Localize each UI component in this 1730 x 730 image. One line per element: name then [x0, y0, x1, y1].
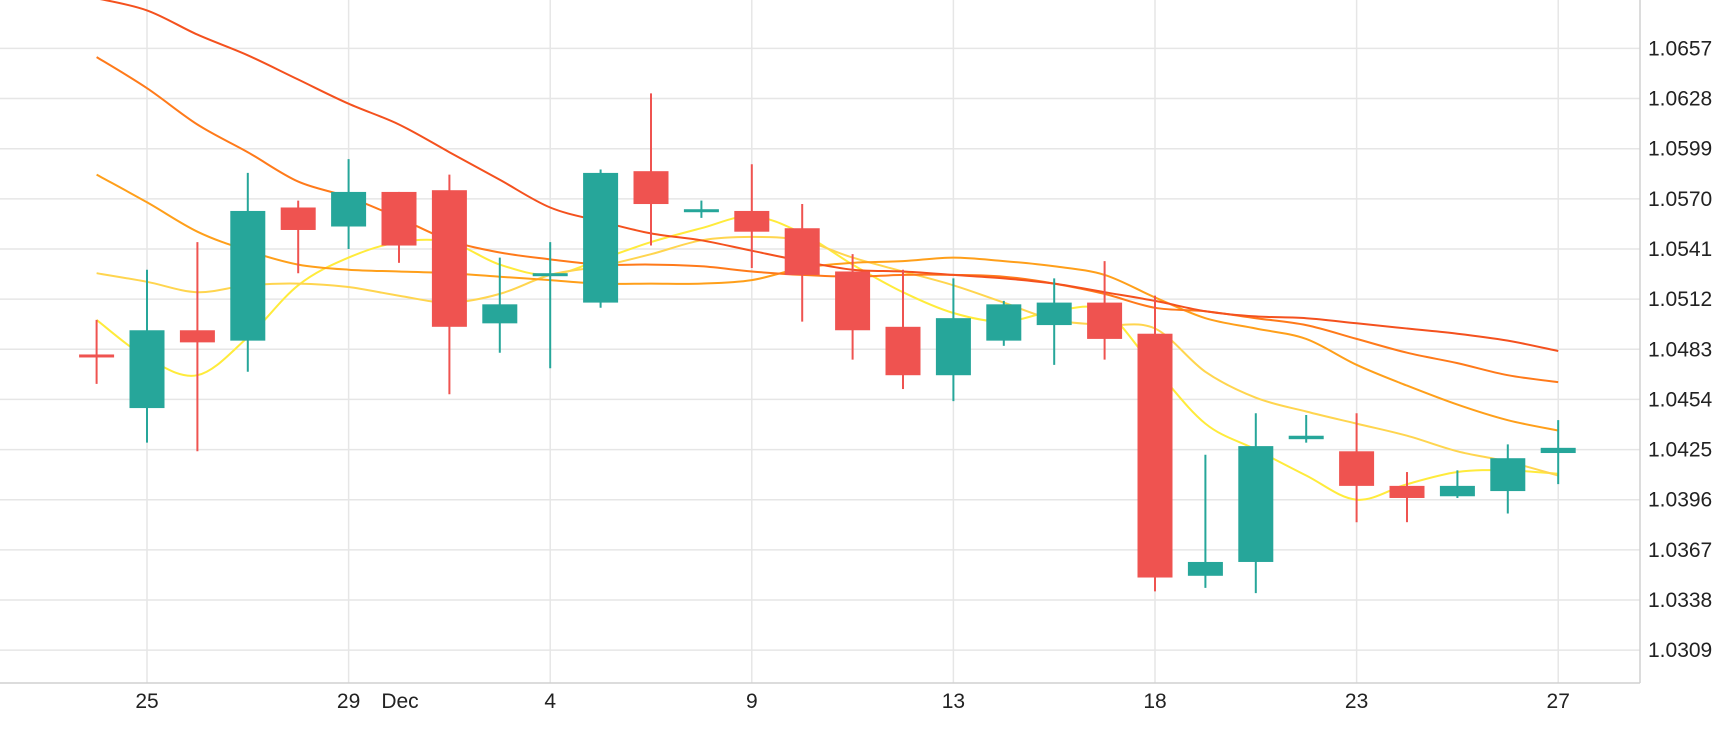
candle-down: [179, 242, 215, 452]
ma-line-2: [96, 235, 1559, 477]
candle-down: [633, 93, 669, 246]
candle-up: [986, 300, 1022, 346]
candle-up: [1288, 414, 1324, 443]
candle-body: [331, 191, 367, 227]
ma-line-1: [95, 215, 1559, 501]
candle-down: [835, 254, 871, 360]
candle-down: [79, 319, 115, 384]
y-tick-label: 1.0483: [1648, 338, 1712, 361]
candle-body: [683, 209, 719, 213]
candle-body: [1087, 302, 1123, 339]
candle-down: [1389, 472, 1425, 523]
candle-body: [784, 228, 820, 275]
x-tick-label: 18: [1143, 690, 1166, 713]
y-tick-label: 1.0599: [1648, 138, 1712, 161]
candle-up: [1238, 413, 1274, 594]
x-tick-label: Dec: [381, 690, 418, 713]
candle-body: [885, 326, 921, 376]
x-tick-label: 13: [942, 690, 965, 713]
candle-body: [1238, 446, 1274, 562]
candle-body: [230, 210, 266, 341]
candle-up: [230, 172, 266, 372]
candle-down: [1339, 413, 1375, 523]
candle-down: [1137, 295, 1173, 592]
candle-body: [734, 210, 770, 232]
y-tick-label: 1.0541: [1648, 238, 1712, 261]
y-tick-label: 1.0309: [1648, 639, 1712, 662]
candle-body: [280, 207, 316, 230]
ma-line-4: [96, 56, 1559, 384]
candle-up: [331, 159, 367, 249]
candle-body: [835, 271, 871, 331]
x-tick-label: 29: [337, 690, 360, 713]
candle-body: [79, 354, 115, 358]
candle-down: [381, 191, 417, 263]
candle-up: [683, 200, 719, 218]
candle-body: [1288, 435, 1324, 440]
candles: [79, 93, 1576, 594]
candle-body: [431, 190, 467, 327]
candle-down: [431, 174, 467, 395]
y-tick-label: 1.0570: [1648, 188, 1712, 211]
y-tick-label: 1.0396: [1648, 489, 1712, 512]
candle-down: [280, 200, 316, 274]
candle-body: [129, 330, 165, 409]
candle-up: [1490, 444, 1526, 514]
candle-up: [1187, 454, 1223, 588]
moving-average-lines: [95, 0, 1559, 501]
candle-body: [1540, 447, 1576, 454]
candle-body: [633, 171, 669, 205]
candle-body: [179, 330, 215, 343]
y-tick-label: 1.0657: [1648, 37, 1712, 60]
candle-body: [532, 273, 568, 277]
y-tick-label: 1.0512: [1648, 288, 1712, 311]
candle-body: [381, 191, 417, 246]
candle-body: [583, 172, 619, 303]
candle-body: [482, 304, 518, 324]
x-tick-label: 25: [135, 690, 158, 713]
candle-body: [1036, 302, 1072, 326]
candle-up: [1540, 420, 1576, 485]
y-tick-label: 1.0454: [1648, 388, 1713, 411]
y-tick-label: 1.0367: [1648, 539, 1712, 562]
x-tick-label: 9: [746, 690, 758, 713]
candle-down: [885, 269, 921, 390]
x-tick-label: 4: [544, 690, 556, 713]
y-tick-label: 1.0338: [1648, 589, 1712, 612]
x-tick-label: 27: [1547, 690, 1570, 713]
x-tick-label: 23: [1345, 690, 1368, 713]
candle-body: [1389, 485, 1425, 498]
candle-body: [935, 318, 971, 376]
ma-line-3: [96, 173, 1559, 432]
candle-up: [1439, 470, 1475, 498]
candle-up: [482, 257, 518, 353]
candle-down: [734, 164, 770, 269]
candle-down: [1087, 261, 1123, 360]
axes: 1.0657 1.0628 1.0599 1.0570 1.0541 1.0512 1.04…: [0, 0, 1713, 713]
candle-body: [1187, 561, 1223, 576]
candle-body: [1137, 333, 1173, 578]
candle-body: [1490, 458, 1526, 492]
grid-layer: [0, 0, 1640, 683]
candle-up: [1036, 278, 1072, 365]
candle-up: [935, 278, 971, 402]
candle-body: [1339, 451, 1375, 486]
y-tick-label: 1.0425: [1648, 439, 1712, 462]
y-tick-label: 1.0628: [1648, 88, 1712, 111]
ma-line-5: [99, 0, 1559, 352]
candle-body: [986, 304, 1022, 341]
candle-body: [1439, 485, 1475, 497]
candle-up: [532, 242, 568, 369]
candle-up: [129, 269, 165, 443]
candle-up: [583, 169, 619, 308]
candle-down: [784, 204, 820, 322]
